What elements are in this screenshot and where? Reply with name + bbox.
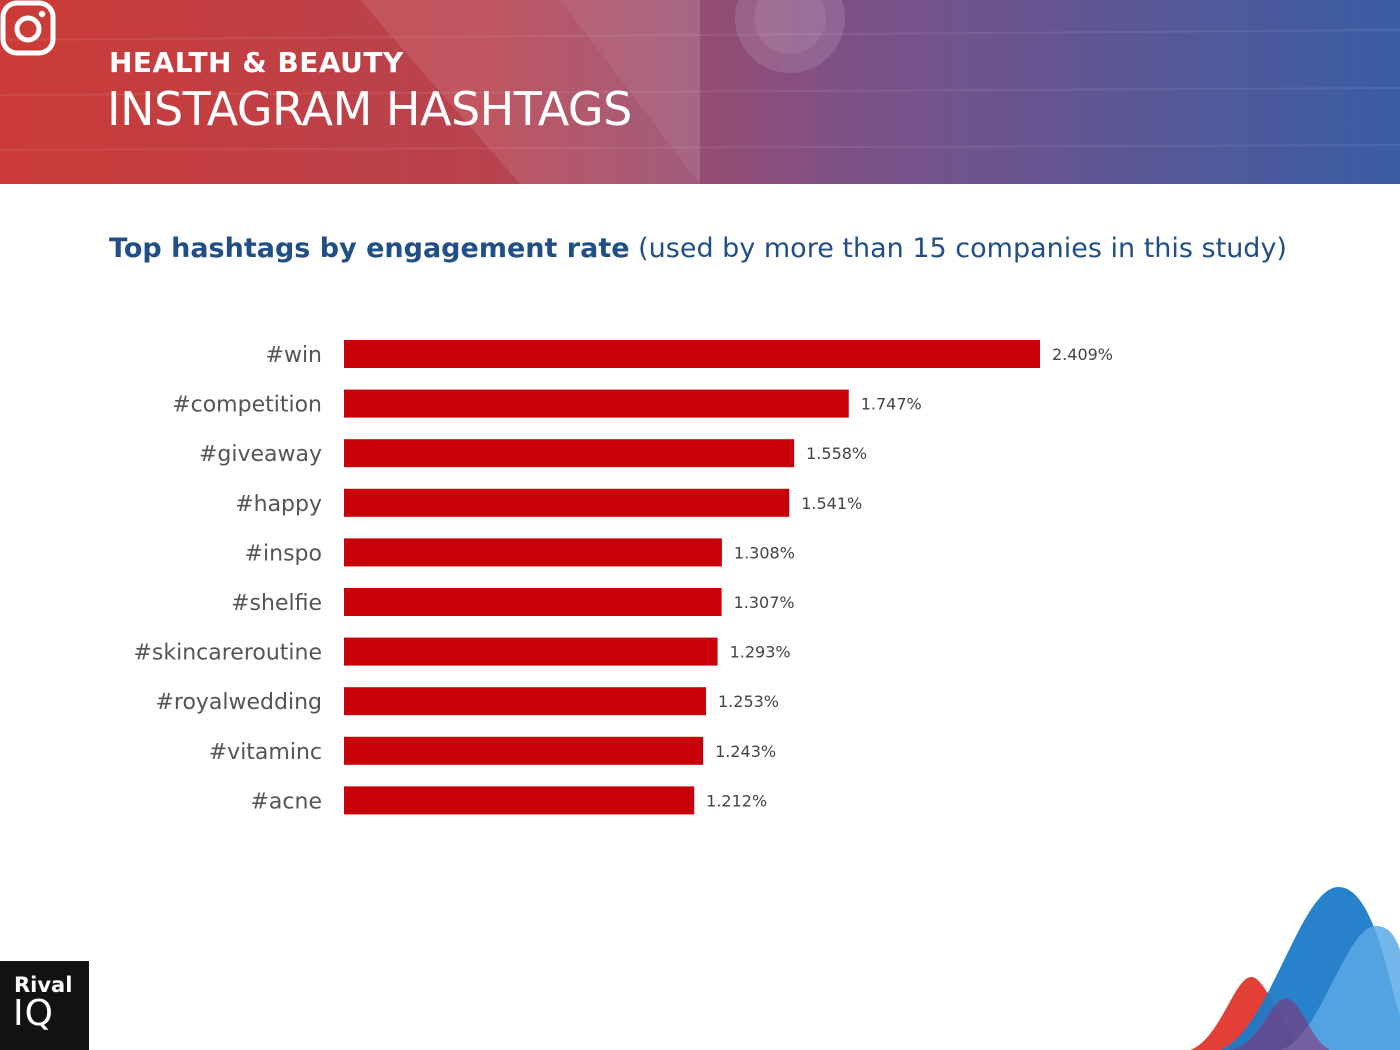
- chart-title-note: (used by more than 15 companies in this …: [629, 233, 1287, 264]
- category-label: #skincareroutine: [133, 641, 322, 666]
- bar: [344, 588, 722, 616]
- logo-text-top: Rival: [14, 973, 73, 997]
- header-banner: HEALTH & BEAUTY INSTAGRAM HASHTAGS: [0, 0, 1400, 184]
- chart-title: Top hashtags by engagement rate (used by…: [109, 233, 1287, 264]
- rival-iq-logo: Rival IQ: [0, 961, 89, 1050]
- data-label: 1.307%: [734, 593, 795, 612]
- decorative-waves: [1190, 886, 1400, 1050]
- data-label: 1.293%: [730, 643, 791, 662]
- bar: [344, 786, 695, 815]
- data-label: 1.212%: [706, 791, 767, 810]
- bar: [344, 687, 707, 716]
- category-label: #happy: [235, 492, 322, 517]
- category-label: #shelfie: [231, 591, 322, 616]
- data-label: 1.253%: [718, 692, 779, 711]
- data-label: 1.308%: [734, 543, 795, 562]
- category-label: #royalwedding: [155, 690, 322, 715]
- category-label: #acne: [251, 789, 323, 814]
- chart-title-bold: Top hashtags by engagement rate: [109, 233, 630, 264]
- category-label: #competition: [172, 393, 322, 418]
- instagram-icon: [0, 0, 56, 56]
- bar: [344, 736, 704, 765]
- banner-background: [0, 0, 1400, 184]
- data-label: 2.409%: [1052, 345, 1113, 364]
- category-label: #inspo: [245, 541, 322, 566]
- bar: [344, 538, 722, 567]
- bar: [344, 389, 849, 418]
- banner-category: HEALTH & BEAUTY: [109, 46, 404, 79]
- data-label: 1.243%: [715, 742, 776, 761]
- logo-text-bottom: IQ: [13, 993, 54, 1034]
- bar: [344, 439, 795, 468]
- bar: [344, 637, 718, 666]
- category-label: #win: [266, 343, 322, 368]
- category-label: #giveaway: [199, 442, 322, 467]
- banner-title: INSTAGRAM HASHTAGS: [107, 82, 632, 136]
- bar: [344, 488, 790, 517]
- data-label: 1.747%: [861, 395, 922, 414]
- data-label: 1.558%: [806, 444, 867, 463]
- category-label: #vitaminc: [209, 740, 322, 765]
- bar-chart: #win 2.409% #competition 1.747% #giveaway 1.5…: [133, 340, 1113, 815]
- bar: [344, 340, 1040, 368]
- data-label: 1.541%: [801, 494, 862, 513]
